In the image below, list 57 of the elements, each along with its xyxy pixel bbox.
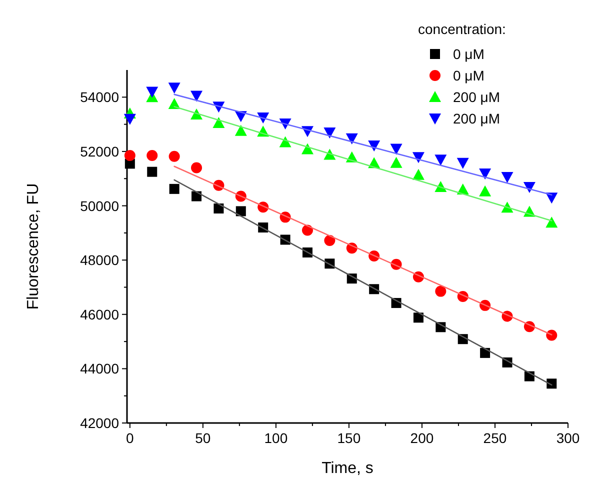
point bbox=[480, 348, 490, 358]
y-tick-label: 42000 bbox=[80, 415, 120, 431]
x-tick-label: 250 bbox=[483, 430, 507, 446]
y-tick-label: 46000 bbox=[80, 306, 120, 322]
point bbox=[324, 235, 336, 246]
point bbox=[412, 168, 424, 180]
point bbox=[435, 286, 446, 297]
point bbox=[523, 182, 536, 194]
x-tick-label: 150 bbox=[337, 430, 361, 446]
x-tick-label: 0 bbox=[126, 430, 134, 446]
point bbox=[390, 144, 402, 155]
legend-label: 0 μM bbox=[453, 46, 484, 62]
y-tick-label: 48000 bbox=[80, 252, 120, 268]
y-tick-label: 50000 bbox=[80, 198, 120, 214]
point bbox=[169, 184, 180, 194]
point bbox=[234, 124, 247, 136]
point bbox=[146, 86, 158, 98]
point bbox=[501, 172, 514, 183]
point bbox=[479, 185, 492, 196]
point bbox=[124, 150, 136, 162]
y-tick-label: 52000 bbox=[80, 143, 120, 160]
legend-label: 0 μM bbox=[453, 68, 484, 84]
x-tick-label: 200 bbox=[410, 430, 434, 446]
x-tick-label: 50 bbox=[195, 430, 211, 446]
point bbox=[212, 116, 225, 128]
point bbox=[434, 154, 447, 166]
legend-label: 200 μM bbox=[453, 89, 500, 105]
y-axis-title: Fluorescence, FU bbox=[25, 183, 42, 310]
x-tick-label: 300 bbox=[556, 430, 580, 446]
point bbox=[301, 143, 314, 154]
legend-title: concentration: bbox=[418, 21, 506, 37]
point bbox=[236, 206, 246, 216]
point bbox=[546, 330, 558, 341]
point bbox=[192, 191, 202, 202]
y-tick-label: 54000 bbox=[80, 89, 120, 106]
point bbox=[546, 216, 558, 228]
point bbox=[368, 140, 380, 152]
x-axis-title: Time, s bbox=[322, 460, 374, 477]
point bbox=[346, 133, 358, 144]
point bbox=[412, 152, 424, 164]
point bbox=[147, 166, 158, 177]
point bbox=[214, 203, 224, 214]
point bbox=[146, 150, 158, 162]
point bbox=[191, 162, 202, 174]
point bbox=[479, 168, 492, 180]
point bbox=[324, 127, 336, 138]
point bbox=[168, 150, 180, 162]
point bbox=[546, 378, 557, 389]
point bbox=[124, 114, 136, 125]
y-tick-label: 44000 bbox=[80, 360, 120, 377]
point bbox=[456, 158, 469, 169]
point bbox=[168, 82, 180, 94]
legend-label: 200 μM bbox=[453, 110, 500, 126]
x-tick-label: 100 bbox=[264, 430, 288, 446]
point bbox=[190, 90, 203, 102]
point bbox=[390, 156, 402, 168]
point bbox=[413, 312, 424, 323]
